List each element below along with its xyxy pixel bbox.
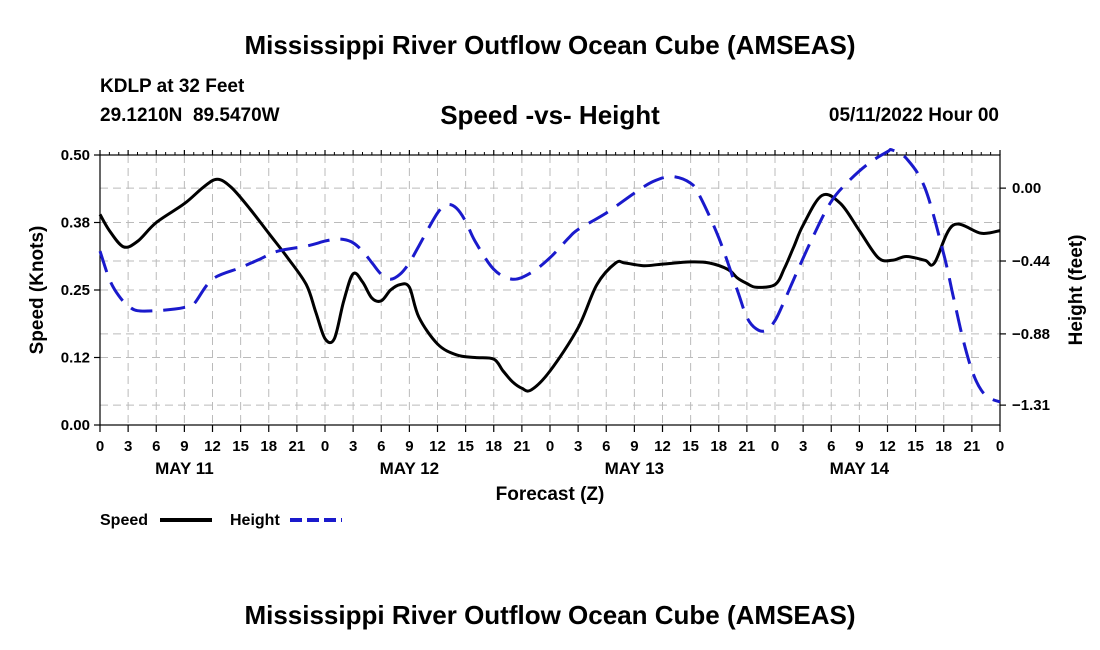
day-label: MAY 13 (605, 459, 665, 478)
y-right-tick-label: 0.00 (1012, 180, 1041, 197)
x-tick-label: 3 (349, 438, 357, 455)
x-tick-label: 3 (799, 438, 807, 455)
x-tick-label: 9 (855, 438, 863, 455)
x-tick-label: 9 (405, 438, 413, 455)
x-tick-label: 15 (232, 438, 249, 455)
x-tick-label: 21 (289, 438, 306, 455)
x-tick-label: 6 (827, 438, 835, 455)
y-axis-label-left: Speed (Knots) (27, 226, 48, 355)
series-line-speed (98, 177, 1001, 393)
series-line-height (98, 147, 1001, 404)
x-tick-label: 9 (630, 438, 638, 455)
x-tick-label: 9 (180, 438, 188, 455)
x-tick-label: 12 (879, 438, 896, 455)
x-axis-label: Forecast (Z) (496, 484, 605, 505)
x-tick-label: 12 (204, 438, 221, 455)
run-time: 05/11/2022 Hour 00 (828, 105, 999, 126)
day-label: MAY 11 (155, 459, 214, 478)
x-tick-label: 18 (935, 438, 952, 455)
x-tick-label: 15 (907, 438, 924, 455)
y-right-tick-label: −0.44 (1012, 253, 1051, 270)
x-tick-label: 18 (485, 438, 502, 455)
x-tick-label: 21 (964, 438, 981, 455)
x-tick-label: 0 (996, 438, 1004, 455)
x-tick-label: 18 (710, 438, 727, 455)
y-left-tick-label: 0.50 (61, 147, 90, 164)
chart-subtitle: Speed -vs- Height (440, 100, 660, 130)
x-tick-label: 12 (429, 438, 446, 455)
x-tick-label: 21 (739, 438, 756, 455)
x-tick-label: 6 (152, 438, 160, 455)
x-tick-label: 0 (546, 438, 554, 455)
x-tick-label: 0 (321, 438, 329, 455)
y-axis-label-right: Height (feet) (1066, 235, 1087, 346)
y-left-tick-label: 0.12 (61, 350, 90, 367)
x-tick-label: 3 (124, 438, 132, 455)
day-label: MAY 12 (380, 459, 440, 478)
x-tick-label: 15 (682, 438, 699, 455)
x-tick-label: 6 (602, 438, 610, 455)
y-left-tick-label: 0.00 (61, 417, 90, 434)
x-tick-label: 6 (377, 438, 385, 455)
main-title: Mississippi River Outflow Ocean Cube (AM… (244, 30, 856, 60)
x-tick-label: 18 (260, 438, 277, 455)
x-tick-label: 15 (457, 438, 474, 455)
legend-label-height: Height (230, 512, 280, 529)
x-tick-label: 21 (514, 438, 531, 455)
legend-label-speed: Speed (100, 512, 148, 529)
legend: Speed Height (100, 512, 342, 529)
tick-labels: 0 3 6 9 12 15 18 21 0 3 6 9 12 15 18 21 0 3 6 9 12 15 18 21 0 3 6 9… (61, 147, 1051, 478)
y-left-tick-label: 0.38 (61, 215, 90, 232)
x-tick-label: 0 (771, 438, 779, 455)
day-label: MAY 14 (830, 459, 890, 478)
station-coordinates: 29.1210N 89.5470W (100, 105, 280, 126)
ticks (94, 150, 1006, 432)
y-right-tick-label: −1.31 (1012, 397, 1050, 414)
y-right-tick-label: −0.88 (1012, 326, 1050, 343)
station-name: KDLP at 32 Feet (100, 76, 245, 97)
y-left-tick-label: 0.25 (61, 282, 90, 299)
bottom-title: Mississippi River Outflow Ocean Cube (AM… (244, 600, 856, 630)
series (98, 147, 1001, 404)
grid-lines (100, 155, 1000, 425)
x-tick-label: 0 (96, 438, 104, 455)
x-tick-label: 12 (654, 438, 671, 455)
x-tick-label: 3 (574, 438, 582, 455)
